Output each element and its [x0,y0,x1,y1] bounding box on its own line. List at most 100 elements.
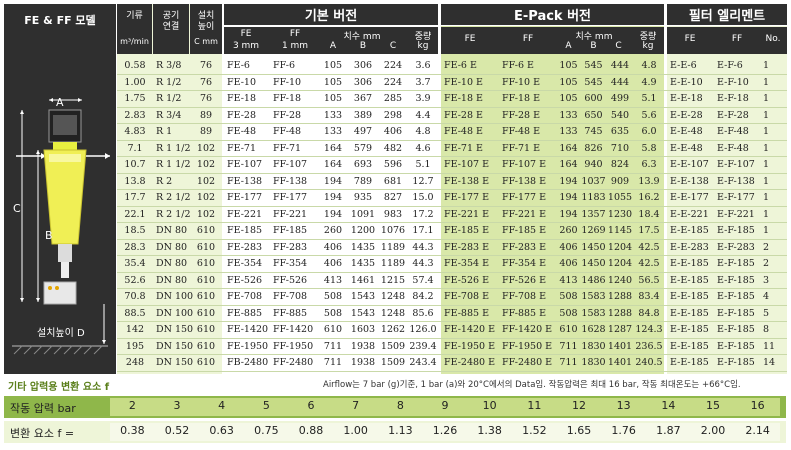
table-cell: FF-48 [273,126,302,137]
table-cell: 5.8 [641,142,657,154]
table-cell: E-E-28 [670,109,703,121]
table-cell: 15.0 [412,192,434,203]
table-cell: FE-283 E [444,241,489,253]
table-cell: 482 [383,142,403,154]
table-cell: 3.6 [415,60,431,71]
table-cell: FF-18 E [502,93,541,104]
table-cell: 610 [196,225,216,236]
table-cell: 1288 [607,291,633,302]
table-cell: E-F-185 [717,307,755,319]
table-cell: 83.4 [638,291,660,302]
table-cell: 1204 [607,258,633,269]
table-cell: 194 [323,192,343,203]
table-cell: 89 [199,126,213,137]
table-cell: E-F-221 [717,208,755,220]
table-cell: FF-708 [273,291,308,302]
table-cell: 194 [559,175,578,187]
airflow-note: Airflow는 7 bar (g)기준, 1 bar (a)와 20°C에서의… [323,380,741,390]
install-height-header: 설치 높이 C mm [190,4,222,54]
table-cell: 1486 [581,274,606,286]
table-cell: 18.5 [124,225,146,236]
table-cell: 610 [196,324,216,335]
table-cell: 44.3 [412,258,434,269]
spec-table: 0.58 R 3/8 76 FE-6 FF-6 105 306 224 3.6 FE-6 E FF-… [117,60,787,372]
row-divider [117,172,787,174]
table-cell: 693 [353,159,373,170]
table-cell: FF-526 [273,274,308,286]
table-cell: E-E-185 [670,274,709,286]
row-divider [117,189,787,190]
table-cell: E-F-138 [717,175,755,187]
table-cell: 1 [763,175,770,187]
factor-value: 1.38 [477,424,502,437]
table-cell: 1 [763,208,770,220]
table-cell: 195 [125,340,145,352]
table-cell: 10.7 [124,159,146,170]
table-cell: E-F-6 [717,60,743,71]
table-cell: 42.5 [638,241,660,253]
table-cell: E-F-185 [717,357,755,368]
row-divider [117,106,787,108]
table-cell: 194 [559,192,578,203]
table-cell: 2.83 [124,109,146,121]
table-cell: DN 150 [156,324,194,335]
table-cell: 105 [323,60,343,71]
table-cell: 413 [559,274,578,286]
table-cell: 13.9 [638,175,660,187]
table-cell: 28.3 [124,241,146,253]
table-cell: 85.6 [412,307,434,319]
table-cell: 1269 [581,225,606,236]
table-cell: R 1 [156,126,173,137]
epack-dims-label: 치수 mm [575,32,613,42]
table-cell: 164 [323,142,343,154]
table-cell: E-E-6 [670,60,697,71]
factor-value: 0.38 [120,424,145,437]
table-cell: 1830 [581,340,606,352]
table-cell: 1076 [380,225,406,236]
table-cell: E-F-185 [717,225,755,236]
table-cell: E-E-185 [670,324,709,335]
table-cell: 236.5 [635,340,663,352]
table-cell: DN 100 [156,291,194,302]
factor-value: 1.13 [388,424,413,437]
table-cell: FF-1420 E [502,324,553,335]
table-cell: FE-177 E [444,192,489,203]
table-cell: FE-71 E [444,142,483,154]
table-cell: E-E-48 [670,142,703,154]
epack-weight-unit: kg [642,41,654,51]
table-cell: 1583 [581,291,606,302]
table-cell: 1435 [350,241,376,253]
factor-value: 1.87 [656,424,681,437]
table-cell: 610 [196,340,216,352]
table-cell: 610 [323,324,343,335]
table-cell: 306 [353,76,373,88]
table-cell: 224 [383,60,403,71]
table-cell: FE-177 [227,192,263,203]
table-cell: 2 [763,258,770,269]
table-cell: 1461 [350,274,376,286]
table-cell: 681 [383,175,403,187]
row-divider [117,156,787,157]
table-cell: 5.6 [641,109,657,121]
table-cell: FE-107 [227,159,263,170]
pressure-value: 8 [396,399,404,412]
table-cell: 4.4 [415,109,431,121]
table-cell: 102 [196,208,216,220]
table-cell: FF-18 [273,93,302,104]
pressure-value: 10 [482,399,497,412]
table-cell: 17.7 [124,192,146,203]
table-cell: FF-177 [273,192,308,203]
table-cell: FF-185 E [502,225,547,236]
table-cell: 508 [559,307,578,319]
table-cell: FF-185 [273,225,308,236]
table-cell: 1 [763,93,770,104]
table-cell: FE-18 E [444,93,483,104]
table-cell: 5.1 [641,93,657,104]
table-cell: FF-708 E [502,291,547,302]
epack-weight-label: 중량 [639,32,657,42]
pressure-value: 3 [173,399,181,412]
row-divider [117,354,787,355]
table-cell: FE-185 [227,225,263,236]
table-cell: E-F-185 [717,324,755,335]
basic-b-label: B [359,41,367,51]
